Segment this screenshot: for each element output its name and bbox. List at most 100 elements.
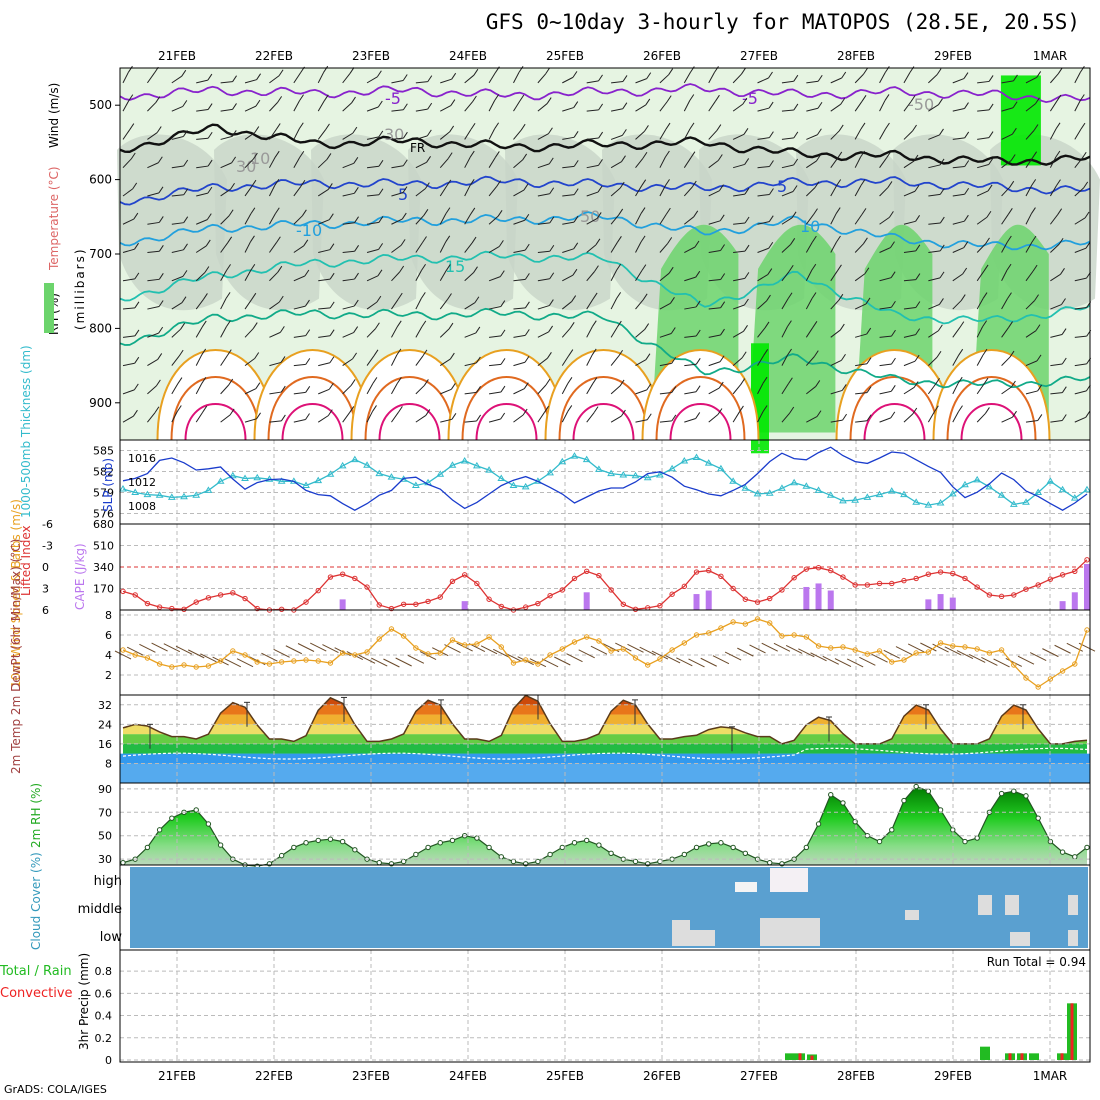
wind-barb (195, 326, 203, 338)
wind-barb-flag (300, 180, 306, 187)
thickness-line-marker (1070, 494, 1079, 501)
lifted-index-line-marker (693, 569, 700, 575)
wind-barb (122, 278, 135, 282)
thickness-line-marker (192, 491, 201, 498)
wind-barb-flag (836, 179, 842, 186)
lifted-index-line-marker (754, 599, 761, 605)
wind-barb-flag (329, 301, 335, 309)
rh-tick: 90 (98, 783, 112, 796)
wind-10m-barb (139, 643, 156, 653)
wind-barb-flag (719, 184, 724, 191)
wind-barb (391, 244, 402, 253)
wind-speed-line-marker (132, 652, 138, 658)
wind-barb-flag (891, 300, 896, 308)
rh-marker (608, 850, 614, 856)
lifted-tick: 3 (42, 583, 49, 596)
rh-marker (730, 844, 736, 851)
wind-barb-flag (154, 406, 160, 414)
lifted-index-line-marker (657, 603, 663, 609)
wind-barb-flag (620, 409, 626, 417)
thickness-line-marker (241, 474, 249, 481)
wind-barb (391, 137, 404, 140)
thickness-tick: 585 (93, 445, 114, 458)
rh-marker (706, 841, 712, 847)
wind-barb (830, 157, 839, 168)
wind-barb-flag (616, 263, 622, 271)
wind-barb (1050, 363, 1063, 367)
wind-barb-flag (1037, 384, 1043, 392)
precip-tick: 0.4 (95, 1010, 113, 1023)
wind-barb-flag (352, 352, 357, 360)
wind-barb (830, 389, 843, 395)
wind-barb (269, 420, 282, 423)
wind-barb-flag (720, 244, 725, 251)
rh-marker (889, 827, 895, 833)
wind-barb (439, 213, 447, 225)
cape-tick: 510 (93, 540, 114, 553)
wind-barb-flag (524, 329, 530, 336)
wind-barb (635, 213, 642, 225)
wind-barb (1001, 133, 1013, 140)
date-label-top: 29FEB (934, 49, 972, 63)
wind-barb (708, 279, 721, 282)
wind-barb (293, 72, 301, 84)
wind-barb (976, 383, 985, 395)
thickness-line-marker (729, 477, 738, 484)
wind-barb (1074, 363, 1087, 367)
wind-barb-flag (158, 300, 164, 307)
wind-barb-flag (769, 160, 774, 167)
precip-legend-conv: Convective (0, 986, 73, 1001)
precip-tick: 0.6 (95, 987, 113, 1000)
thickness-tick: 576 (93, 508, 114, 521)
wind-barb-flag (450, 99, 456, 106)
cloud-level-label: middle (78, 902, 122, 917)
wind-barb-flag (255, 382, 261, 389)
rh-marker (400, 858, 407, 865)
wind-barb-flag (988, 131, 994, 138)
thickness-line-marker (863, 493, 872, 500)
wind-barb-flag (305, 329, 311, 336)
lifted-index-line-marker (437, 594, 443, 600)
wind-barb-flag (668, 68, 674, 75)
wind-barb-flag (715, 94, 720, 102)
wind-barb (415, 135, 428, 140)
wind-speed-line-marker (864, 651, 871, 657)
wind-barb (537, 193, 550, 197)
wind-barb-flag (744, 187, 750, 195)
wind-barb-flag (793, 103, 799, 111)
rh-axis-label: 2m RH (%) (29, 783, 43, 848)
wind-barb-flag (768, 241, 774, 249)
thickness-line-marker (717, 464, 725, 472)
wind-barb (1074, 247, 1087, 253)
wind-speed-line-marker (303, 657, 309, 663)
wind-barb-flag (377, 269, 383, 277)
lifted-axis-label: Lifted Index (19, 525, 33, 596)
wind-barb (610, 415, 622, 423)
wind-barb (122, 362, 135, 367)
wind-barb (342, 385, 352, 395)
wind-barb (1001, 416, 1013, 423)
wind-barb-flag (207, 103, 213, 110)
wind-barb (854, 156, 862, 168)
wind-barb (122, 158, 132, 169)
wind-barb-flag (183, 216, 189, 223)
wind-barb (1050, 334, 1063, 338)
wind-barb (683, 100, 691, 112)
wind-barb (488, 215, 499, 225)
wind-barb-flag (861, 208, 867, 215)
wind-barb-flag (158, 326, 164, 334)
wind-barb-flag (714, 66, 719, 73)
cape-tick: 170 (93, 583, 114, 596)
lifted-index-line-marker (864, 582, 871, 588)
wind-barb-flag (402, 159, 408, 167)
wind-barb (879, 335, 892, 338)
wind-barb-flag (155, 96, 161, 103)
wind-barb (806, 80, 819, 84)
wind-barb (342, 192, 355, 197)
wind-barb-flag (1012, 410, 1017, 418)
wind-barb (928, 303, 940, 310)
footer-credit: GrADS: COLA/IGES (4, 1083, 107, 1096)
wind-barb-flag (396, 348, 402, 356)
wind-barb (1001, 269, 1008, 282)
wind-barb-flag (447, 152, 453, 159)
